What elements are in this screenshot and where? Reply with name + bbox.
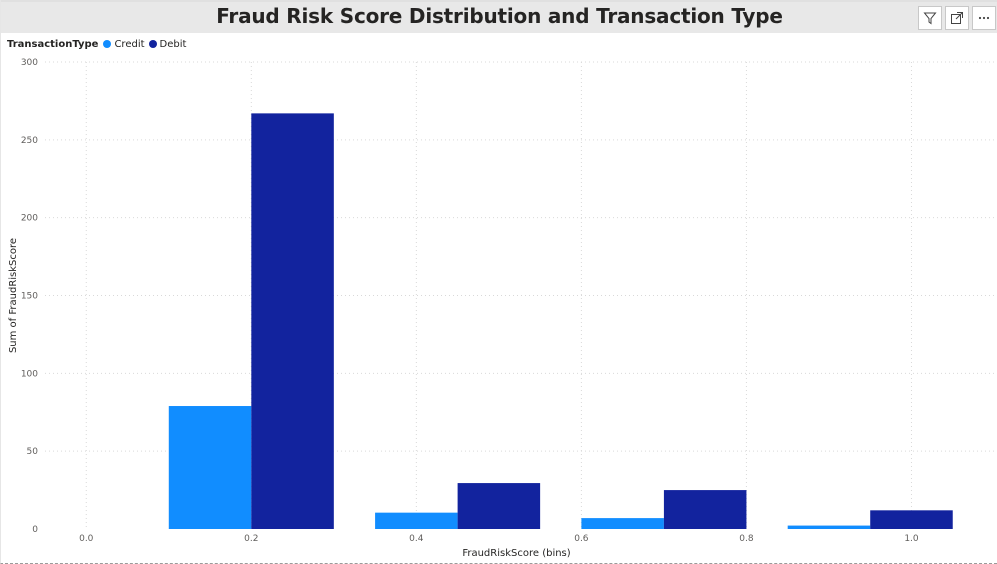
legend-label-credit: Credit [114,38,145,50]
y-axis-title: Sum of FraudRiskScore [8,238,19,353]
legend-dot-credit [103,40,112,48]
bar-credit [581,518,664,529]
legend: TransactionType Credit Debit [7,37,190,51]
legend-label-debit: Debit [159,38,187,50]
x-tick-label: 0.2 [244,534,258,544]
bar-credit [787,525,871,529]
legend-item-credit[interactable]: Credit [103,38,145,50]
title-bar: Fraud Risk Score Distribution and Transa… [1,0,997,33]
bar-debit [457,483,541,529]
filter-button[interactable] [918,6,942,30]
x-tick-label: 0.8 [739,534,754,544]
x-tick-label: 1.0 [904,534,919,544]
focus-mode-icon [951,12,963,24]
legend-dot-debit [148,40,157,48]
bar-debit [663,490,747,529]
more-options-icon [978,16,990,20]
y-tick-label: 100 [21,369,38,379]
y-tick-label: 200 [21,214,38,224]
x-axis-title: FraudRiskScore (bins) [462,548,570,559]
x-tick-label: 0.6 [574,534,589,544]
y-tick-label: 300 [21,58,38,68]
focus-mode-button[interactable] [945,6,969,30]
bar-debit [870,510,953,529]
x-tick-label: 0.0 [79,534,94,544]
bar-credit [168,406,252,529]
y-tick-label: 150 [21,292,38,302]
y-tick-label: 250 [21,136,38,146]
legend-title: TransactionType [7,38,99,50]
y-tick-label: 0 [32,525,38,535]
chart-title: Fraud Risk Score Distribution and Transa… [216,4,783,28]
bar-debit [251,113,334,530]
bar-credit [375,512,458,529]
y-tick-label: 50 [27,447,39,457]
x-tick-label: 0.4 [409,534,424,544]
more-options-button[interactable] [972,6,996,30]
filter-icon [923,12,937,25]
legend-item-debit[interactable]: Debit [148,38,187,50]
